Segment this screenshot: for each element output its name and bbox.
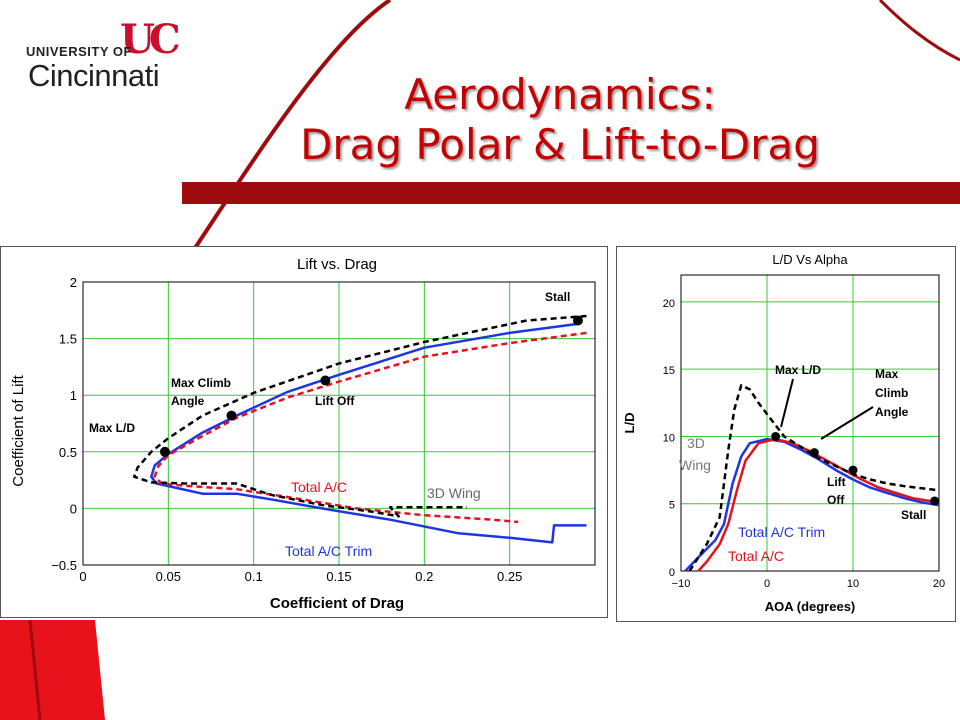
- series-3d-wing: [688, 384, 940, 572]
- markers-group: [771, 378, 940, 506]
- x-tick-label: −10: [672, 578, 691, 590]
- y-tick-label: 5: [669, 500, 675, 512]
- lift-vs-drag-panel: 0 0.05 0.1 0.15 0.2 0.25 −0.5 0 0.5 1 1.5 2 Lift vs…: [0, 246, 608, 618]
- y-tick-label: 0: [70, 501, 77, 516]
- chart-title: L/D Vs Alpha: [772, 252, 848, 267]
- series-3d-wing: [132, 314, 587, 518]
- x-axis-label: AOA (degrees): [765, 599, 856, 614]
- y-tick-label: 0.5: [59, 445, 77, 460]
- marker-label-lift-off-line1: Lift: [827, 475, 846, 489]
- marker-max-l-d: [159, 446, 170, 457]
- marker-max-climb-angle: [226, 410, 237, 421]
- annotation-arrow-max-ld: [780, 378, 794, 428]
- x-tick-label: 0.1: [245, 569, 263, 584]
- marker-label-max-ld: Max L/D: [89, 421, 135, 435]
- markers-group: [159, 315, 583, 457]
- marker-stall: [930, 496, 940, 506]
- plot-frame: [82, 281, 596, 566]
- uc-logo-mark: UC: [120, 16, 181, 63]
- marker-label-lift-off: Lift Off: [315, 394, 355, 408]
- y-axis-label: L/D: [622, 413, 637, 434]
- y-tick-label: −0.5: [51, 558, 77, 573]
- x-axis-label: Coefficient of Drag: [270, 595, 404, 612]
- x-tick-label: 0.2: [415, 569, 433, 584]
- label-3d-wing: 3D Wing: [427, 485, 481, 501]
- y-tick-label: 15: [663, 365, 675, 377]
- top-right-arc: [878, 0, 960, 62]
- marker-lift-off: [848, 465, 858, 475]
- marker-label-max-climb-line3: Angle: [875, 405, 909, 419]
- grid: [82, 281, 595, 566]
- x-tick-label: 0.15: [326, 569, 351, 584]
- y-tick-label: 10: [663, 432, 675, 444]
- marker-label-max-climb-line2: Climb: [875, 386, 908, 400]
- plot-frame: [680, 274, 940, 572]
- bottom-left-swoosh: [0, 620, 105, 720]
- left-accent-line: [28, 619, 42, 720]
- series-total-a-c-trim: [150, 322, 587, 544]
- y-tick-label: 2: [70, 275, 77, 290]
- y-tick-label: 20: [663, 298, 675, 310]
- marker-label-max-ld: Max L/D: [775, 363, 821, 377]
- slide-title-line2: Drag Polar & Lift-to-Drag: [300, 120, 820, 169]
- chart-title: Lift vs. Drag: [297, 256, 377, 273]
- marker-lift-off: [320, 375, 331, 386]
- lift-vs-drag-chart: 0 0.05 0.1 0.15 0.2 0.25−0.500.511.52 Lift vs…: [10, 256, 596, 612]
- x-tick-label: 0.25: [497, 569, 522, 584]
- marker-label-lift-off-line2: Off: [827, 493, 845, 507]
- top-swoosh: [193, 0, 392, 250]
- marker-label-stall: Stall: [545, 290, 570, 304]
- university-logo: UC UNIVERSITY OF Cincinnati: [20, 16, 190, 98]
- slide-title: Aerodynamics: Drag Polar & Lift-to-Drag: [230, 70, 890, 170]
- marker-max-climb-angle: [809, 448, 819, 458]
- y-tick-label: 0: [669, 567, 675, 579]
- logo-cincinnati: Cincinnati: [28, 58, 160, 93]
- series-total-a-c-trim: [684, 437, 940, 572]
- logo-university-of: UNIVERSITY OF: [26, 44, 132, 59]
- label-total-ac: Total A/C: [291, 479, 347, 495]
- slide-title-line1: Aerodynamics:: [404, 70, 716, 119]
- label-total-ac: Total A/C: [728, 548, 784, 564]
- marker-label-max-climb-line1: Max: [875, 367, 899, 381]
- x-tick-label: 0.05: [156, 569, 181, 584]
- label-3d-wing-line2: Wing: [679, 457, 711, 473]
- label-3d-wing-line1: 3D: [687, 435, 705, 451]
- y-tick-label: 1: [70, 388, 77, 403]
- x-tick-label: 10: [847, 578, 859, 590]
- marker-label-max-climb-line1: Max Climb: [171, 376, 231, 390]
- title-bar: [182, 182, 960, 204]
- y-tick-label: 1.5: [59, 332, 77, 347]
- x-tick-label: 20: [933, 578, 945, 590]
- label-total-ac-trim: Total A/C Trim: [738, 524, 825, 540]
- marker-label-stall: Stall: [901, 508, 926, 522]
- x-tick-label: 0: [79, 569, 86, 584]
- marker-max-l-d: [771, 431, 781, 441]
- axes: 0 0.05 0.1 0.15 0.2 0.25−0.500.511.52: [51, 275, 596, 584]
- label-total-ac-trim: Total A/C Trim: [285, 543, 372, 559]
- marker-stall: [572, 315, 583, 326]
- series-total-a-c: [153, 331, 587, 524]
- marker-label-max-climb-line2: Angle: [171, 394, 205, 408]
- series-group: [684, 384, 940, 572]
- annotation-arrow-max-climb: [820, 406, 874, 440]
- y-axis-label: Coefficient of Lift: [10, 374, 27, 486]
- series-group: [132, 314, 587, 544]
- x-tick-label: 0: [764, 578, 770, 590]
- ld-vs-alpha-panel: −10 0 10 20 0 5 10 15 20 L/D Vs Alpha AOA (degre…: [616, 246, 956, 622]
